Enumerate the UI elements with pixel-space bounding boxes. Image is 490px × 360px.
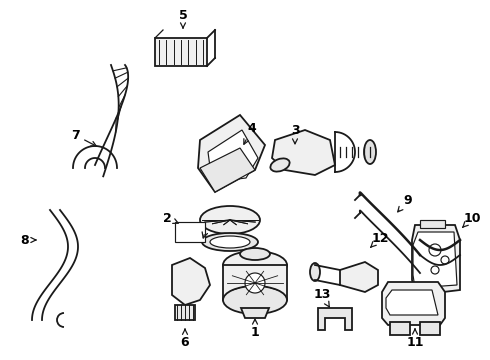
Circle shape	[429, 244, 441, 256]
Text: 11: 11	[406, 329, 424, 348]
Polygon shape	[382, 282, 445, 325]
Polygon shape	[340, 262, 378, 292]
Polygon shape	[420, 220, 445, 228]
Circle shape	[441, 256, 449, 264]
Polygon shape	[175, 305, 195, 320]
Polygon shape	[172, 258, 210, 305]
Polygon shape	[272, 130, 335, 175]
Ellipse shape	[200, 206, 260, 234]
Polygon shape	[208, 130, 258, 182]
Ellipse shape	[223, 286, 287, 314]
Polygon shape	[175, 222, 205, 242]
Polygon shape	[413, 232, 457, 288]
Polygon shape	[318, 308, 352, 330]
Polygon shape	[155, 38, 207, 66]
Text: 4: 4	[244, 122, 256, 144]
Ellipse shape	[364, 140, 376, 164]
Ellipse shape	[240, 248, 270, 260]
Text: 10: 10	[463, 212, 481, 228]
Circle shape	[431, 266, 439, 274]
Text: 5: 5	[179, 9, 187, 28]
Polygon shape	[241, 308, 269, 318]
Ellipse shape	[223, 251, 287, 279]
Polygon shape	[390, 322, 410, 335]
Text: 1: 1	[250, 319, 259, 339]
Text: 6: 6	[181, 329, 189, 348]
Polygon shape	[412, 225, 460, 295]
Text: 12: 12	[370, 231, 389, 247]
Polygon shape	[223, 265, 287, 300]
Ellipse shape	[202, 233, 258, 251]
Circle shape	[245, 273, 265, 293]
Text: 2: 2	[163, 212, 178, 225]
Text: 8: 8	[21, 234, 36, 247]
Polygon shape	[198, 115, 265, 192]
Polygon shape	[200, 148, 255, 192]
Text: 3: 3	[291, 123, 299, 144]
Ellipse shape	[270, 158, 290, 172]
Polygon shape	[420, 322, 440, 335]
Text: 9: 9	[398, 194, 412, 212]
Ellipse shape	[310, 263, 320, 281]
Text: 13: 13	[313, 288, 331, 307]
Text: 7: 7	[71, 129, 97, 146]
Ellipse shape	[210, 236, 250, 248]
Polygon shape	[386, 290, 438, 315]
